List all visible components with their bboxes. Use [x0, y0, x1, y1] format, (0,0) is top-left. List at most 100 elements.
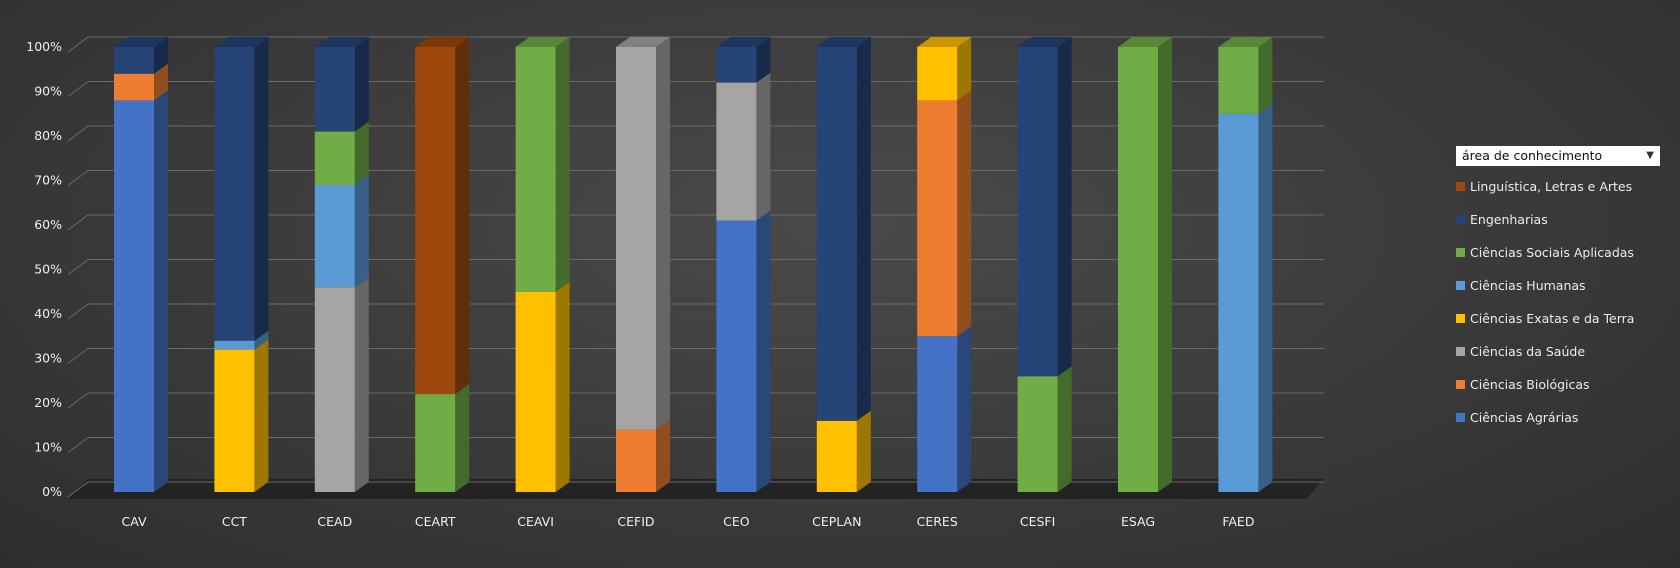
legend-swatch: [1456, 281, 1465, 290]
y-axis: 0% 10% 20% 30% 40% 50% 60% 70% 80% 90% 100%: [26, 39, 62, 499]
x-tick-label: CEAD: [317, 514, 352, 529]
bar-segment-cefid-ci-ncias-biol-gicas: [616, 429, 656, 492]
legend-filter-dropdown[interactable]: área de conhecimento ▼: [1456, 146, 1660, 166]
legend-swatch: [1456, 380, 1465, 389]
bar-segment-ceavi-ci-ncias-exatas-e-da-terra-side: [555, 281, 570, 492]
bar-segment-ceres-ci-ncias-exatas-e-da-terra-top: [917, 37, 972, 47]
bar-segment-faed-ci-ncias-humanas-side: [1258, 103, 1273, 492]
bar-segment-cav-ci-ncias-agr-rias: [114, 100, 154, 493]
bar-stack-cct: [214, 37, 269, 492]
legend-label: Ciências Sociais Aplicadas: [1470, 245, 1634, 260]
legend-item: Linguística, Letras e Artes: [1456, 170, 1676, 203]
bar-segment-faed-ci-ncias-sociais-aplicadas-side: [1258, 37, 1273, 114]
x-tick-label: CAV: [121, 514, 146, 529]
legend-label: Ciências Humanas: [1470, 278, 1586, 293]
bar-segment-cead-ci-ncias-humanas-side: [354, 174, 369, 288]
bar-segment-cct-engenharias: [214, 47, 255, 341]
bar-segment-ceavi-ci-ncias-sociais-aplicadas-top: [515, 37, 570, 47]
y-tick-label: 100%: [26, 39, 62, 54]
bar-segment-esag-ci-ncias-sociais-aplicadas-side: [1158, 37, 1172, 492]
bar-segment-ceplan-ci-ncias-exatas-e-da-terra: [816, 420, 857, 492]
y-tick-label: 30%: [34, 351, 62, 366]
bar-segment-cesfi-engenharias-top: [1017, 37, 1072, 47]
y-tick-label: 60%: [34, 217, 62, 232]
legend-item: Ciências Agrárias: [1456, 401, 1676, 434]
bar-segment-ceres-ci-ncias-agr-rias-side: [957, 326, 972, 492]
bar-stack-cesfi: [1017, 37, 1072, 492]
bar-stack-ceart: [415, 37, 470, 492]
bar-segment-ceavi-ci-ncias-sociais-aplicadas: [515, 47, 556, 292]
bar-segment-cesfi-engenharias-side: [1057, 37, 1072, 377]
bar-segment-cav-engenharias-top: [114, 37, 168, 47]
bar-segment-cav-ci-ncias-biol-gicas: [114, 73, 154, 101]
bar-segment-ceplan-engenharias: [816, 47, 857, 421]
bar-segment-ceres-ci-ncias-biol-gicas: [917, 100, 958, 337]
y-tick-label: 40%: [34, 306, 62, 321]
legend-label: Linguística, Letras e Artes: [1470, 179, 1633, 194]
bar-segment-cct-ci-ncias-humanas: [214, 340, 255, 350]
bar-segment-ceo-ci-ncias-da-sa-de: [716, 82, 757, 221]
x-tick-label: CEART: [415, 514, 456, 529]
bar-segment-esag-ci-ncias-sociais-aplicadas-top: [1118, 37, 1172, 47]
bar-segment-cefid-ci-ncias-da-sa-de-side: [656, 37, 670, 430]
gridline-depth: [67, 259, 89, 275]
y-tick-label: 90%: [34, 84, 62, 99]
x-tick-label: CCT: [222, 514, 247, 529]
bar-segment-cav-ci-ncias-agr-rias-side: [154, 90, 168, 493]
bar-stack-esag: [1118, 37, 1172, 492]
gridline-depth: [67, 170, 89, 186]
bar-segment-cead-engenharias: [314, 47, 355, 132]
x-axis: CAV CCT CEAD CEART CEAVI CEFID CEO CEPLAN CERES C…: [121, 514, 1254, 529]
bar-segment-cav-engenharias: [114, 47, 154, 74]
bar-segment-cefid-ci-ncias-da-sa-de: [616, 47, 656, 430]
bar-segment-cesfi-ci-ncias-sociais-aplicadas: [1017, 376, 1058, 492]
bar-segment-ceplan-engenharias-side: [856, 37, 871, 421]
legend-swatch: [1456, 215, 1465, 224]
bar-segment-cct-ci-ncias-humanas-side: [254, 330, 269, 350]
gridline-depth: [67, 81, 89, 97]
bar-segment-ceres-ci-ncias-exatas-e-da-terra: [917, 47, 958, 101]
gridline-depth: [67, 437, 89, 453]
bar-segment-ceavi-ci-ncias-sociais-aplicadas-side: [555, 37, 570, 292]
x-tick-label: CEO: [723, 514, 750, 529]
bar-segment-ceart-lingu-stica-letras-e-artes-side: [455, 37, 470, 395]
x-tick-label: CEPLAN: [812, 514, 861, 529]
bar-stack-cav: [114, 37, 168, 493]
bar-stack-cead: [314, 37, 369, 492]
bar-segment-cct-engenharias-side: [254, 37, 269, 341]
chevron-down-icon[interactable]: ▼: [1646, 150, 1654, 161]
legend-swatch: [1456, 347, 1465, 356]
x-tick-label: CEFID: [617, 514, 654, 529]
bar-segment-cefid-ci-ncias-biol-gicas-side: [656, 419, 670, 492]
legend-swatch: [1456, 248, 1465, 257]
bar-segment-ceo-engenharias: [716, 47, 757, 83]
legend-label: Ciências Agrárias: [1470, 410, 1579, 425]
y-tick-label: 70%: [34, 173, 62, 188]
bar-segment-faed-ci-ncias-humanas: [1218, 113, 1259, 492]
legend-item: Ciências da Saúde: [1456, 335, 1676, 368]
legend-label: Ciências da Saúde: [1470, 344, 1586, 359]
gridline-depth: [67, 392, 89, 409]
bar-segment-ceavi-ci-ncias-exatas-e-da-terra: [515, 291, 556, 492]
bar-segment-ceo-ci-ncias-da-sa-de-side: [756, 72, 771, 221]
legend-item: Ciências Biológicas: [1456, 368, 1676, 401]
bar-segment-ceo-ci-ncias-agr-rias-side: [756, 210, 771, 493]
gridline-depth: [67, 481, 89, 498]
bar-segment-cead-ci-ncias-sociais-aplicadas-side: [354, 121, 369, 185]
bars: [114, 37, 1273, 493]
bar-segment-ceres-ci-ncias-exatas-e-da-terra-side: [957, 37, 972, 101]
y-tick-label: 10%: [34, 440, 62, 455]
x-tick-label: FAED: [1222, 514, 1254, 529]
y-tick-label: 20%: [34, 395, 62, 410]
legend-label: Ciências Exatas e da Terra: [1470, 311, 1635, 326]
bar-stack-ceres: [917, 37, 972, 492]
bar-segment-cead-engenharias-top: [314, 37, 369, 47]
y-tick-label: 0%: [42, 484, 62, 499]
bar-segment-ceplan-ci-ncias-exatas-e-da-terra-side: [856, 410, 871, 492]
bar-segment-esag-ci-ncias-sociais-aplicadas: [1118, 47, 1158, 492]
bar-segment-ceart-lingu-stica-letras-e-artes: [415, 47, 456, 395]
bar-segment-faed-ci-ncias-sociais-aplicadas-top: [1218, 37, 1273, 47]
legend: área de conhecimento ▼ Linguística, Letr…: [1456, 146, 1676, 434]
bar-segment-cead-engenharias-side: [354, 37, 369, 132]
